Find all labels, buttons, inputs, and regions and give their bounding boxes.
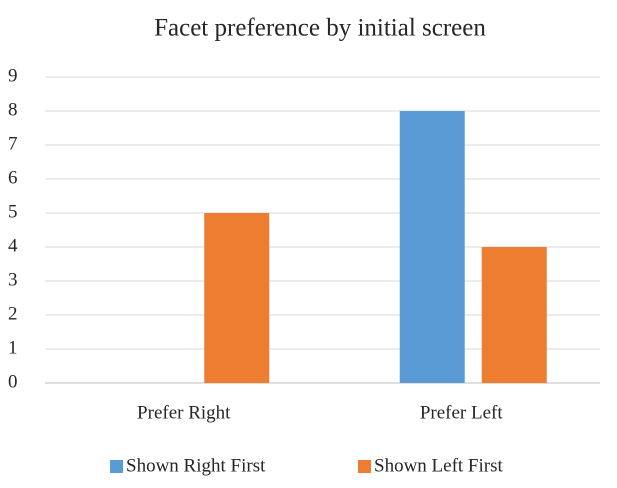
y-tick-label: 2 bbox=[8, 303, 18, 324]
y-tick-label: 6 bbox=[8, 167, 18, 188]
chart-title: Facet preference by initial screen bbox=[154, 15, 486, 42]
y-tick-label: 7 bbox=[8, 133, 18, 154]
y-tick-label: 5 bbox=[8, 201, 18, 222]
legend-label: Shown Right First bbox=[126, 455, 266, 476]
legend-swatch bbox=[110, 460, 123, 473]
bar bbox=[399, 111, 465, 383]
legend-swatch bbox=[358, 460, 371, 473]
y-tick-label: 3 bbox=[8, 269, 18, 290]
y-tick-label: 4 bbox=[8, 235, 18, 256]
y-tick-label: 8 bbox=[8, 99, 18, 120]
x-tick-label: Prefer Right bbox=[137, 402, 231, 423]
legend-label: Shown Left First bbox=[374, 455, 504, 476]
y-tick-label: 9 bbox=[8, 65, 18, 86]
bar bbox=[204, 213, 270, 383]
y-tick-label: 1 bbox=[8, 337, 18, 358]
bar bbox=[481, 247, 547, 383]
x-tick-label: Prefer Left bbox=[420, 402, 504, 423]
y-tick-label: 0 bbox=[8, 371, 18, 392]
